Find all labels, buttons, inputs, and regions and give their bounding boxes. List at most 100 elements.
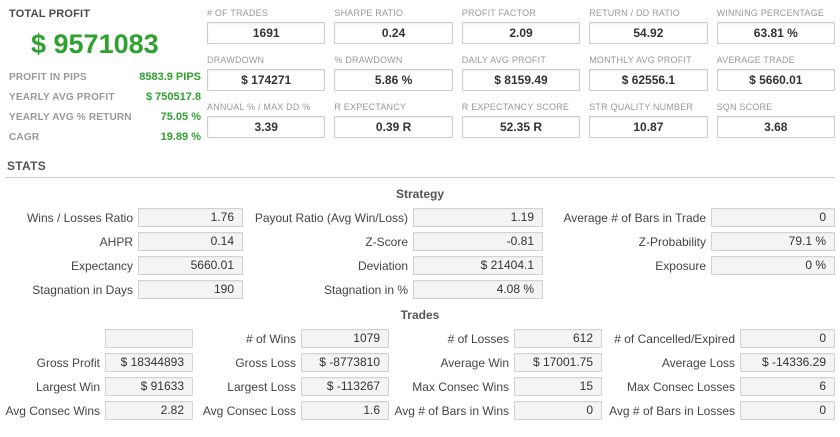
metric-str-quality-number: STR QUALITY NUMBER 10.87 [589,102,708,138]
metric-num-of-trades: # OF TRADES 1691 [207,8,326,44]
metric-label: STR QUALITY NUMBER [589,102,694,112]
trade-largest-loss-value: $ -113267 [301,377,389,396]
trade-empty-value [105,329,193,348]
stat-stagnation-days-value: 190 [138,280,243,299]
cagr-label: CAGR [9,132,40,143]
trade-max-consec-losses-label: Max Consec Losses [626,379,735,394]
stat-wins-losses-ratio-value: 1.76 [138,208,243,227]
metric-value-box: $ 174271 [207,69,326,91]
stat-z-score-label: Z-Score [365,234,408,249]
stat-expectancy-value: 5660.01 [138,256,243,275]
stats-section-header: STATS [5,151,835,178]
stat-avg-bars-in-trade-value: 0 [711,208,835,227]
profit-in-pips-label: PROFIT IN PIPS [9,72,87,83]
metric-r-expectancy: R EXPECTANCY 0.39 R [334,102,453,138]
trade-max-consec-wins-value: 15 [514,377,602,396]
metric-daily-avg-profit: DAILY AVG PROFIT $ 8159.49 [461,55,581,91]
metric-annual-pct-max-dd: ANNUAL % / MAX DD % 3.39 [207,102,326,138]
stat-exposure-label: Exposure [655,258,706,273]
metric-r-expectancy-score: R EXPECTANCY SCORE 52.35 R [461,102,581,138]
yearly-avg-profit-row: YEARLY AVG PROFIT $ 750517.8 [9,91,201,103]
trade-average-loss-label: Average Loss [661,355,735,370]
yearly-avg-return-value: 75.05 % [160,111,201,123]
metric-sqn-score: SQN SCORE 3.68 [716,102,835,138]
stat-payout-ratio-value: 1.19 [413,208,543,227]
metric-value-box: 5.86 % [334,69,453,91]
metric-value-box: 52.35 R [461,116,581,138]
metric-value-box: 1691 [207,22,326,44]
trade-gross-profit-label: Gross Profit [36,355,100,370]
total-profit-panel: TOTAL PROFIT $ 9571083 PROFIT IN PIPS 85… [5,6,207,151]
stat-payout-ratio-label: Payout Ratio (Avg Win/Loss) [254,210,408,225]
stat-wins-losses-ratio-label: Wins / Losses Ratio [26,210,133,225]
metric-label: DAILY AVG PROFIT [461,55,547,65]
yearly-avg-profit-label: YEARLY AVG PROFIT [9,92,115,103]
stat-stagnation-days-label: Stagnation in Days [32,282,133,297]
metric-value-box: 0.24 [334,22,453,44]
metric-average-trade: AVERAGE TRADE $ 5660.01 [716,55,835,91]
yearly-avg-profit-value: $ 750517.8 [145,91,201,103]
metric-label: AVERAGE TRADE [716,55,795,65]
trade-cancelled-expired-label: # of Cancelled/Expired [614,331,735,346]
metric-value-box: 2.09 [461,22,581,44]
stat-ahpr-label: AHPR [99,234,133,249]
trade-gross-profit-value: $ 18344893 [105,353,193,372]
metric-label: % DRAWDOWN [334,55,403,65]
cagr-value: 19.89 % [160,131,201,143]
trade-max-consec-wins-label: Max Consec Wins [412,379,509,394]
strategy-grid: Wins / Losses Ratio 1.76 Payout Ratio (A… [5,208,835,299]
profit-in-pips-row: PROFIT IN PIPS 8583.9 PIPS [9,71,201,83]
trade-average-win-label: Average Win [440,355,509,370]
metrics-grid: # OF TRADES 1691 SHARPE RATIO 0.24 PROFI… [207,6,835,151]
stat-z-probability-value: 79.1 % [711,232,835,251]
stat-ahpr-value: 0.14 [138,232,243,251]
metric-label: MONTHLY AVG PROFIT [589,55,692,65]
metric-label: R EXPECTANCY SCORE [461,102,570,112]
trade-largest-win-label: Largest Win [35,379,100,394]
stat-expectancy-label: Expectancy [70,258,133,273]
metric-label: SQN SCORE [716,102,773,112]
trade-num-wins-value: 1079 [301,329,389,348]
metric-value-box: 63.81 % [716,22,835,44]
metric-label: RETURN / DD RATIO [589,8,680,18]
metric-value-box: 10.87 [589,116,708,138]
metric-label: PROFIT FACTOR [461,8,537,18]
stat-exposure-value: 0 % [711,256,835,275]
metric-return-dd-ratio: RETURN / DD RATIO 54.92 [589,8,708,44]
stat-z-score-value: -0.81 [413,232,543,251]
stat-stagnation-pct-label: Stagnation in % [323,282,408,297]
trade-largest-loss-label: Largest Loss [227,379,296,394]
metric-value-box: $ 8159.49 [461,69,581,91]
total-profit-title: TOTAL PROFIT [9,8,91,20]
trades-section-title: Trades [400,308,440,322]
metric-label: SHARPE RATIO [334,8,404,18]
top-summary-area: TOTAL PROFIT $ 9571083 PROFIT IN PIPS 85… [5,6,835,151]
metric-value-box: 3.39 [207,116,326,138]
yearly-avg-return-row: YEARLY AVG % RETURN 75.05 % [9,111,201,123]
stat-deviation-value: $ 21404.1 [413,256,543,275]
trade-avg-bars-losses-label: Avg # of Bars in Losses [609,403,735,418]
metric-label: # OF TRADES [207,8,269,18]
metric-pct-drawdown: % DRAWDOWN 5.86 % [334,55,453,91]
metric-label: R EXPECTANCY [334,102,407,112]
trade-avg-bars-losses-value: 0 [740,401,835,420]
stat-stagnation-pct-value: 4.08 % [413,280,543,299]
trade-avg-bars-wins-value: 0 [514,401,602,420]
metric-value-box: $ 5660.01 [716,69,835,91]
yearly-avg-return-label: YEARLY AVG % RETURN [9,112,132,123]
trade-avg-consec-loss-label: Avg Consec Loss [202,403,296,418]
metric-sharpe-ratio: SHARPE RATIO 0.24 [334,8,453,44]
metric-value-box: 0.39 R [334,116,453,138]
trade-num-wins-label: # of Wins [245,331,296,346]
metric-label: DRAWDOWN [207,55,265,65]
profit-in-pips-value: 8583.9 PIPS [139,71,201,83]
stat-deviation-label: Deviation [357,258,408,273]
cagr-row: CAGR 19.89 % [9,131,201,143]
metric-profit-factor: PROFIT FACTOR 2.09 [461,8,581,44]
metric-label: ANNUAL % / MAX DD % [207,102,311,112]
trade-avg-consec-wins-label: Avg Consec Wins [5,403,100,418]
stat-z-probability-label: Z-Probability [638,234,706,249]
trades-grid: # of Wins 1079 # of Losses 612 # of Canc… [5,329,835,420]
metric-label: WINNING PERCENTAGE [716,8,825,18]
metric-value-box: 3.68 [716,116,835,138]
